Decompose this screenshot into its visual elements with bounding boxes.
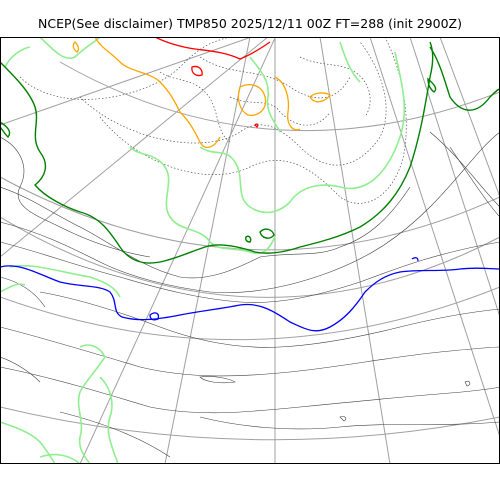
- zero-degree-isotherm: [0, 41, 434, 264]
- latitude-line: [0, 216, 500, 298]
- zero-degree-isotherms: [0, 41, 500, 264]
- map-frame: [0, 37, 500, 464]
- thin-isotherm: [59, 411, 500, 458]
- orange-isotherm: [72, 41, 80, 53]
- blue-isotherm: [149, 312, 160, 321]
- thin-isotherm: [0, 186, 411, 279]
- thin-isotherm: [0, 136, 151, 258]
- dotted-isotherm: [229, 96, 331, 126]
- orange-isotherm: [94, 37, 221, 149]
- latitude-line: [0, 286, 500, 341]
- temperature-map: [0, 37, 500, 464]
- light-green-isotherm: [77, 344, 106, 464]
- light-green-isotherm: [249, 56, 281, 133]
- zero-degree-isotherm: [427, 77, 437, 93]
- zero-degree-isotherm: [0, 121, 11, 139]
- latitude-line: [0, 406, 500, 441]
- dotted-isotherms: [19, 37, 407, 204]
- latitude-lines: [0, 61, 500, 441]
- red-isotherm: [154, 37, 271, 60]
- thin-isotherm: [39, 291, 500, 348]
- map-title: NCEP(See disclaimer) TMP850 2025/12/11 0…: [38, 16, 462, 31]
- orange-isotherm: [274, 76, 301, 131]
- thin-isotherms: [0, 131, 500, 458]
- meridian-line: [319, 37, 391, 464]
- thin-isotherm: [0, 366, 500, 414]
- thin-isotherm: [199, 376, 236, 384]
- thin-isotherm: [449, 146, 500, 218]
- zero-degree-isotherm: [429, 46, 500, 111]
- light-green-isotherm: [0, 283, 26, 293]
- red-isotherm: [254, 123, 259, 128]
- blue-isotherm: [411, 257, 419, 262]
- meridian-line: [0, 37, 253, 126]
- blue-isotherms: [0, 257, 500, 332]
- dotted-isotherm: [199, 56, 351, 99]
- light-green-isotherm: [39, 37, 101, 59]
- meridian-line: [409, 37, 500, 318]
- dotted-isotherm: [99, 37, 407, 204]
- light-green-isotherms: [0, 37, 406, 464]
- meridian-line: [369, 37, 500, 438]
- red-isotherm: [191, 65, 203, 77]
- light-green-isotherm: [129, 146, 276, 255]
- orange-isotherm: [237, 84, 267, 116]
- dotted-isotherm: [79, 41, 387, 166]
- thin-isotherm: [0, 241, 500, 303]
- thin-isotherm: [0, 276, 46, 383]
- blue-isotherm: [0, 265, 500, 332]
- meridian-lines: [0, 37, 500, 464]
- red-isotherms: [154, 37, 271, 128]
- thin-isotherm: [339, 380, 471, 422]
- light-green-isotherm: [339, 41, 361, 83]
- orange-isotherms: [72, 37, 331, 149]
- light-green-isotherm: [9, 264, 121, 298]
- dotted-isotherm: [299, 56, 371, 118]
- meridian-line: [0, 37, 269, 258]
- thin-isotherm: [0, 131, 500, 293]
- light-green-isotherm: [4, 46, 31, 68]
- dotted-isotherm: [159, 71, 231, 143]
- light-green-isotherm: [0, 421, 56, 464]
- light-green-isotherm: [39, 453, 81, 464]
- orange-isotherm: [309, 92, 331, 103]
- meridian-line: [79, 37, 276, 464]
- thin-isotherm: [0, 326, 500, 377]
- light-green-isotherm: [99, 376, 119, 464]
- meridian-line: [439, 37, 500, 198]
- thin-isotherm: [429, 131, 500, 208]
- meridian-line: [164, 37, 251, 464]
- light-green-isotherm: [199, 51, 406, 214]
- zero-degree-isotherm: [245, 228, 275, 243]
